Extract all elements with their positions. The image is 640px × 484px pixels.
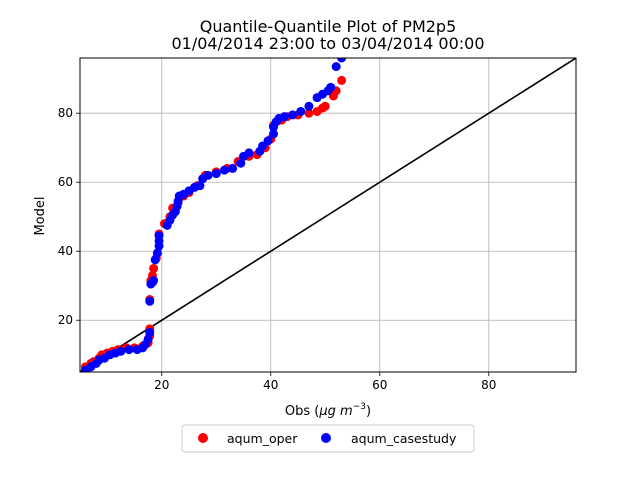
x-tick-label: 40 <box>263 378 278 392</box>
data-point <box>195 181 205 191</box>
y-tick-label: 60 <box>58 175 73 189</box>
data-point <box>124 345 134 355</box>
data-point <box>326 82 336 92</box>
data-point <box>331 62 341 72</box>
data-point <box>116 346 126 356</box>
data-point <box>149 263 159 273</box>
x-axis-label: Obs (μg m−3) <box>285 402 371 419</box>
legend-marker-aqum-oper <box>198 433 208 443</box>
x-tick-label: 60 <box>372 378 387 392</box>
y-tick-label: 20 <box>58 313 73 327</box>
chart-subtitle: 01/04/2014 23:00 to 03/04/2014 00:00 <box>171 34 484 53</box>
data-point <box>211 169 221 179</box>
data-point <box>145 327 155 337</box>
series-aqum_casestudy <box>80 58 347 372</box>
data-point <box>143 334 153 344</box>
data-point <box>320 101 330 111</box>
data-point <box>228 163 238 173</box>
plot-content <box>80 58 576 372</box>
series-points <box>80 58 347 372</box>
data-point <box>219 165 229 175</box>
x-axis-label-mu: μg <box>318 404 336 419</box>
y-axis-label: Model <box>33 196 48 235</box>
data-point <box>337 75 347 85</box>
data-point <box>154 231 164 241</box>
x-axis-label-exp: −3 <box>353 402 366 412</box>
y-tick-label: 40 <box>58 244 73 258</box>
data-point <box>145 296 155 306</box>
legend-label-aqum-oper: aqum_oper <box>227 431 298 446</box>
x-axis-label-prefix: Obs ( <box>285 404 319 419</box>
data-point <box>279 112 289 122</box>
data-point <box>149 276 159 286</box>
legend: aqum_oper aqum_casestudy <box>181 424 475 453</box>
data-point <box>263 136 273 146</box>
x-tick-label: 20 <box>154 378 169 392</box>
legend-marker-aqum-casestudy <box>321 433 331 443</box>
x-axis-label-suffix: ) <box>366 404 371 419</box>
data-point <box>152 248 162 258</box>
x-axis-label-m: m <box>336 404 353 419</box>
data-point <box>236 158 246 168</box>
data-point <box>304 101 314 111</box>
axis-ticks: 20 40 60 80 20 40 60 80 <box>58 106 497 392</box>
y-tick-label: 80 <box>58 106 73 120</box>
data-point <box>337 58 347 63</box>
data-point <box>268 129 278 139</box>
plot-frame <box>79 57 577 373</box>
x-tick-label: 80 <box>481 378 496 392</box>
grid-lines <box>80 58 576 372</box>
data-point <box>304 108 314 118</box>
data-point <box>244 148 254 158</box>
legend-label-aqum-casestudy: aqum_casestudy <box>351 431 457 446</box>
data-point <box>288 110 298 120</box>
series-aqum_oper <box>80 75 347 372</box>
one-to-one-line <box>80 58 576 372</box>
data-point <box>203 170 213 180</box>
data-point <box>150 255 160 265</box>
chart-title: Quantile-Quantile Plot of PM2p5 <box>200 17 457 36</box>
data-point <box>296 106 306 116</box>
